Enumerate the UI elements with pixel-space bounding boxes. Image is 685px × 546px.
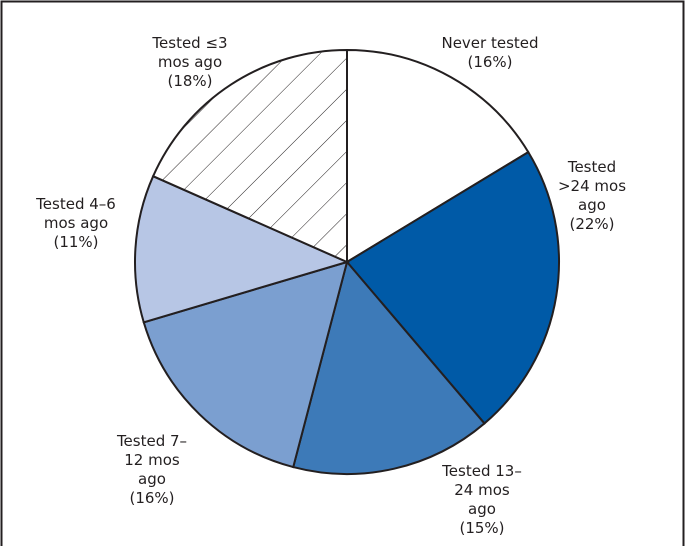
slice-value-label: (15%) xyxy=(459,519,505,537)
pie-slice xyxy=(292,259,486,475)
slice-value-label: (16%) xyxy=(129,489,175,507)
slice-label: Tested 13–24 mos ago xyxy=(442,462,522,518)
slice-label: Never tested xyxy=(441,34,539,52)
slice-label: Tested ≤3 mos ago xyxy=(152,34,228,71)
slice-label: Tested 4–6 mos ago xyxy=(36,195,116,232)
slice-hatch xyxy=(153,50,347,262)
pie-slice xyxy=(346,48,530,264)
pie-slice xyxy=(134,174,350,324)
slice-value-label: (11%) xyxy=(53,233,99,251)
slice-label: Tested 7–12 mos ago xyxy=(116,432,188,488)
pie-slice xyxy=(345,150,560,425)
slice-value-label: (16%) xyxy=(467,53,513,71)
pie-slice xyxy=(142,260,349,469)
slice-value-label: (18%) xyxy=(167,72,213,90)
slice-value-label: (22%) xyxy=(569,215,615,233)
slice-label: Tested >24 mos ago xyxy=(557,158,627,214)
